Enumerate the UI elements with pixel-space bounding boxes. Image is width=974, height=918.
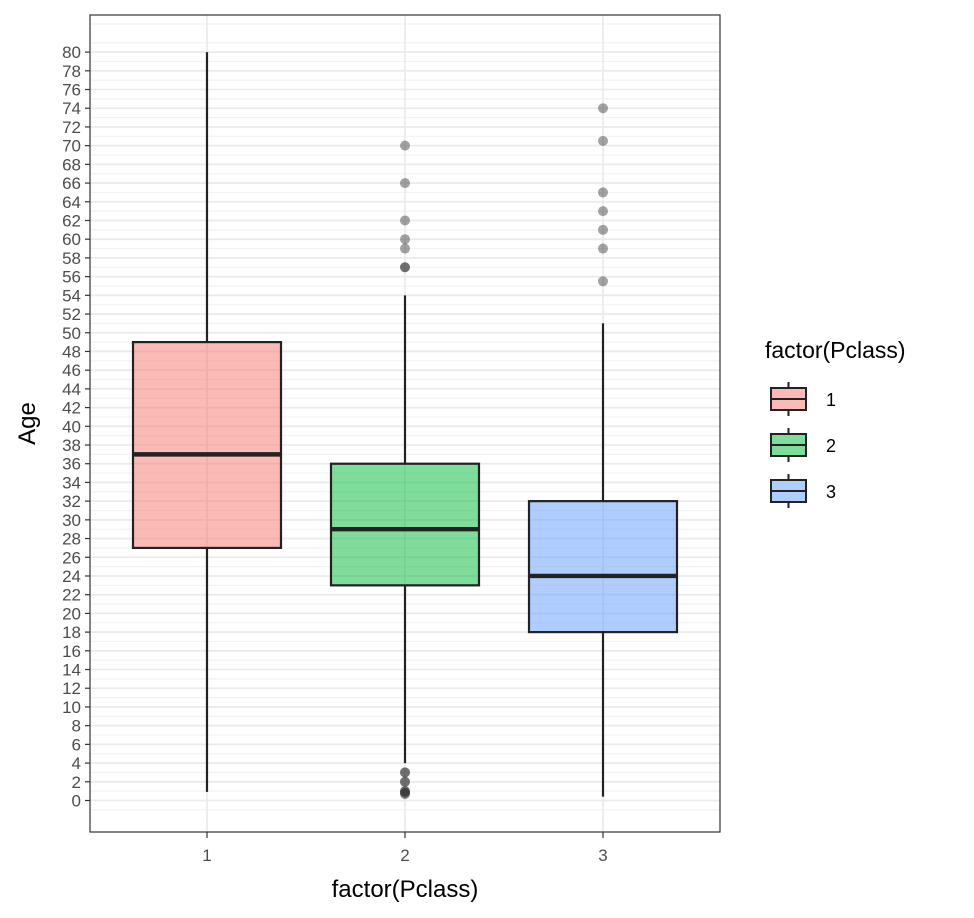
outlier-point — [400, 786, 410, 797]
outlier-point — [400, 776, 410, 787]
box-iqr — [329, 462, 481, 587]
y-tick-label: 68 — [62, 155, 81, 174]
box-iqr — [527, 500, 679, 634]
legend-label: 3 — [826, 482, 836, 502]
outlier-point — [598, 187, 608, 198]
y-tick-label: 78 — [62, 62, 81, 81]
outlier-point — [400, 140, 410, 151]
y-tick-label: 8 — [72, 717, 81, 736]
y-tick-label: 48 — [62, 342, 81, 361]
y-tick-label: 70 — [62, 137, 81, 156]
outlier-point — [598, 276, 608, 287]
box-class-1 — [131, 52, 283, 792]
y-tick-label: 10 — [62, 698, 81, 717]
y-tick-label: 16 — [62, 642, 81, 661]
y-tick-label: 32 — [62, 492, 81, 511]
y-tick-label: 14 — [62, 661, 81, 680]
outlier-point — [400, 767, 410, 778]
y-tick-label: 4 — [72, 754, 81, 773]
outlier-point — [400, 243, 410, 254]
x-axis: 1 2 3 — [202, 832, 608, 865]
y-tick-label: 46 — [62, 361, 81, 380]
outlier-point — [400, 787, 410, 798]
legend: factor(Pclass) 1 2 3 — [765, 337, 906, 508]
outlier-point — [598, 103, 608, 114]
outlier-point — [400, 262, 410, 273]
y-tick-label: 58 — [62, 249, 81, 268]
legend-entry-3: 3 — [770, 474, 836, 508]
y-tick-label: 30 — [62, 511, 81, 530]
outlier-point — [400, 787, 410, 798]
y-tick-label: 0 — [72, 792, 81, 811]
y-tick-label: 26 — [62, 548, 81, 567]
y-tick-label: 54 — [62, 286, 81, 305]
legend-title: factor(Pclass) — [765, 337, 906, 363]
outlier-point — [400, 178, 410, 189]
y-tick-label: 2 — [72, 773, 81, 792]
y-tick-label: 36 — [62, 455, 81, 474]
boxes — [131, 52, 679, 800]
y-axis: 0246810121416182022242628303234363840424… — [62, 43, 90, 811]
outlier-point — [400, 234, 410, 245]
y-tick-label: 20 — [62, 604, 81, 623]
outlier-point — [400, 262, 410, 273]
outlier-point — [598, 135, 608, 146]
y-tick-label: 52 — [62, 305, 81, 324]
y-tick-label: 60 — [62, 230, 81, 249]
x-axis-title: factor(Pclass) — [332, 876, 479, 903]
y-tick-label: 28 — [62, 530, 81, 549]
outlier-point — [598, 243, 608, 254]
y-tick-label: 64 — [62, 193, 81, 212]
box-class-2 — [329, 140, 481, 800]
y-tick-label: 50 — [62, 324, 81, 343]
legend-label: 1 — [826, 390, 836, 410]
y-tick-label: 22 — [62, 586, 81, 605]
y-tick-label: 38 — [62, 436, 81, 455]
outlier-point — [400, 776, 410, 787]
y-tick-label: 62 — [62, 211, 81, 230]
outlier-point — [598, 224, 608, 235]
y-tick-label: 12 — [62, 679, 81, 698]
y-tick-label: 34 — [62, 473, 81, 492]
outlier-point — [400, 215, 410, 226]
legend-entry-1: 1 — [770, 382, 836, 416]
y-tick-label: 44 — [62, 380, 81, 399]
y-tick-label: 66 — [62, 174, 81, 193]
outlier-point — [400, 786, 410, 797]
legend-entry-2: 2 — [770, 428, 836, 462]
y-tick-label: 42 — [62, 399, 81, 418]
y-tick-label: 76 — [62, 81, 81, 100]
y-axis-title: Age — [14, 402, 41, 445]
x-tick-label: 1 — [202, 846, 211, 865]
y-tick-label: 40 — [62, 417, 81, 436]
legend-label: 2 — [826, 436, 836, 456]
y-tick-label: 74 — [62, 99, 81, 118]
y-tick-label: 80 — [62, 43, 81, 62]
x-tick-label: 3 — [598, 846, 607, 865]
outlier-point — [598, 206, 608, 217]
y-tick-label: 18 — [62, 623, 81, 642]
y-tick-label: 56 — [62, 268, 81, 287]
box-class-3 — [527, 103, 679, 797]
outlier-point — [400, 767, 410, 778]
box-iqr — [131, 341, 283, 550]
y-tick-label: 72 — [62, 118, 81, 137]
y-tick-label: 6 — [72, 735, 81, 754]
outlier-point — [400, 789, 410, 800]
y-tick-label: 24 — [62, 567, 81, 586]
x-tick-label: 2 — [400, 846, 409, 865]
